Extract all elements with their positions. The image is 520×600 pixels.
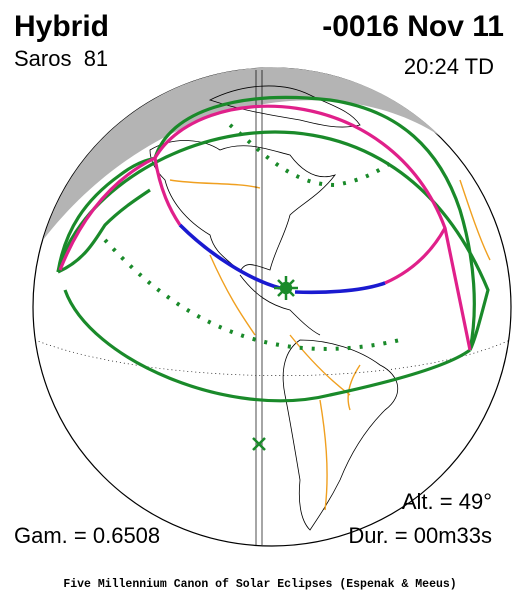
north-america	[149, 140, 337, 273]
meridian	[255, 70, 263, 545]
night-region	[43, 67, 440, 240]
saros: Saros 81	[14, 46, 108, 71]
borders	[169, 68, 491, 511]
gamma: Gam. = 0.6508	[14, 523, 160, 548]
central-america	[239, 274, 321, 336]
central-path	[178, 223, 386, 295]
south-america	[282, 339, 399, 531]
globe	[32, 67, 512, 547]
duration: Dur. = 00m33s	[348, 523, 492, 548]
altitude: Alt. = 49°	[402, 489, 492, 514]
eclipse-type: Hybrid	[14, 10, 109, 43]
rise-set-curve	[58, 104, 472, 351]
greatest-eclipse	[274, 276, 298, 300]
date: -0016 Nov 11	[322, 10, 504, 43]
penumbra-north	[56, 130, 490, 351]
dotted-limits	[103, 123, 401, 351]
mid-curve	[153, 157, 447, 285]
footer: Five Millennium Canon of Solar Eclipses …	[63, 578, 456, 591]
penumbra-east	[153, 95, 476, 351]
arctic-coast	[208, 85, 361, 128]
penumbra-south	[63, 289, 471, 403]
penumbra-west-inner	[57, 188, 151, 274]
penumbra-west	[56, 156, 156, 273]
sub-solar-point	[252, 437, 266, 451]
time: 20:24 TD	[404, 54, 494, 79]
